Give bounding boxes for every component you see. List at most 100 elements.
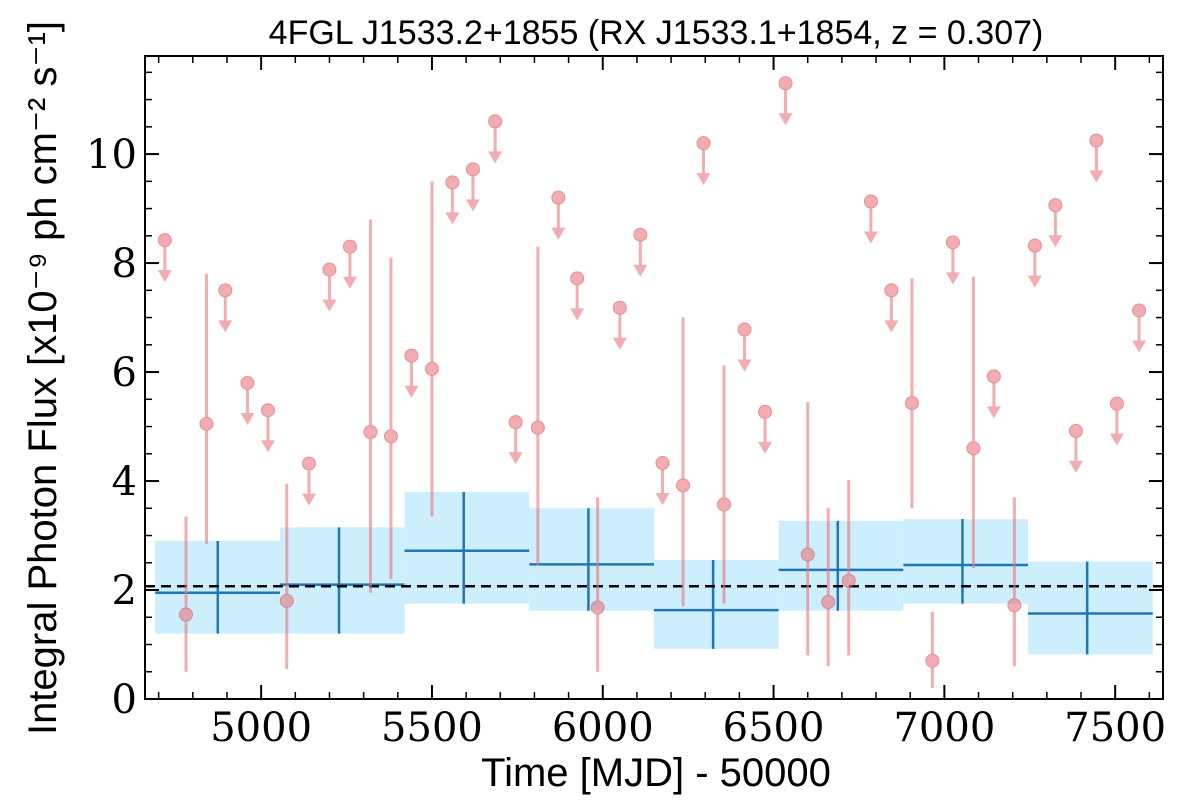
detection-point (925, 611, 940, 689)
upper-limit-point (945, 235, 960, 285)
upper-limit-arrowhead (1048, 235, 1063, 248)
upper-limit-marker (737, 322, 752, 337)
detection-marker (383, 429, 398, 444)
upper-limit-point (260, 403, 275, 453)
upper-limit-marker (1027, 238, 1042, 253)
bin-error-box (529, 508, 654, 611)
upper-limit-point (404, 348, 419, 398)
upper-limit-marker (1048, 198, 1063, 213)
upper-limit-marker (570, 271, 585, 286)
detection-point (363, 219, 378, 593)
upper-limit-arrowhead (884, 320, 899, 333)
detection-marker (800, 547, 815, 562)
upper-limit-point (342, 239, 357, 289)
plot-frame (144, 55, 1164, 700)
upper-limit-point (301, 456, 316, 506)
upper-limit-point (737, 322, 752, 372)
upper-limit-point (570, 271, 585, 321)
upper-limit-marker (1068, 423, 1083, 438)
upper-limit-arrowhead (1109, 433, 1124, 446)
upper-limit-marker (696, 136, 711, 151)
upper-limit-arrowhead (655, 493, 670, 506)
upper-limit-point (1109, 396, 1124, 446)
upper-limit-marker (445, 175, 460, 190)
upper-limit-point (240, 375, 255, 425)
detection-point (841, 479, 856, 656)
detection-point (904, 278, 919, 509)
x-axis-label: Time [MJD] - 50000 (481, 751, 831, 795)
upper-limit-marker (508, 415, 523, 430)
upper-limit-point (551, 190, 566, 240)
detection-marker (199, 416, 214, 431)
detection-marker (178, 607, 193, 622)
upper-limit-point (884, 283, 899, 333)
upper-limit-arrowhead (945, 272, 960, 285)
detection-marker (841, 573, 856, 588)
upper-limit-arrowhead (612, 337, 627, 350)
bin-error-box (279, 527, 405, 634)
upper-limit-point (1048, 198, 1063, 248)
upper-limit-marker (488, 114, 503, 129)
bin-point (778, 520, 904, 611)
bin-error-box (654, 560, 779, 649)
detection-point (383, 257, 398, 580)
upper-limit-arrowhead (157, 270, 172, 283)
upper-limit-arrowhead (1068, 460, 1083, 473)
detection-marker (904, 396, 919, 411)
upper-limit-marker (986, 369, 1001, 384)
binned-flux-layer (155, 491, 1153, 655)
y-axis-label: Integral Photon Flux [x10⁻⁹ ph cm⁻² s⁻¹] (21, 21, 65, 735)
upper-limit-arrowhead (240, 412, 255, 425)
upper-limit-marker (218, 283, 233, 298)
upper-limit-arrowhead (404, 385, 419, 398)
upper-limit-point (986, 369, 1001, 419)
upper-limit-arrowhead (301, 493, 316, 506)
upper-limit-arrowhead (218, 320, 233, 333)
upper-limit-arrowhead (737, 359, 752, 372)
detection-marker (279, 593, 294, 608)
bin-error-box (778, 520, 904, 611)
upper-limit-marker (322, 262, 337, 277)
upper-limit-arrowhead (260, 440, 275, 453)
detection-point (199, 273, 214, 544)
detection-point (424, 181, 439, 517)
upper-limit-arrowhead (863, 231, 878, 244)
upper-limit-marker (157, 233, 172, 248)
upper-limit-point (508, 415, 523, 465)
upper-limit-arrowhead (1089, 170, 1104, 183)
upper-limit-point (157, 233, 172, 283)
upper-limit-point (612, 300, 627, 350)
upper-limit-marker (260, 403, 275, 418)
upper-limit-arrowhead (551, 227, 566, 240)
upper-limit-point (863, 194, 878, 244)
y-tick-label: 0 (112, 677, 137, 723)
upper-limit-arrowhead (1132, 340, 1147, 353)
detection-marker (530, 420, 545, 435)
detection-marker (363, 424, 378, 439)
upper-limit-arrowhead (778, 113, 793, 126)
upper-limit-marker (945, 235, 960, 250)
detection-marker (717, 497, 732, 512)
upper-limit-point (1068, 423, 1083, 473)
detection-marker (821, 595, 836, 610)
upper-limit-point (758, 404, 773, 454)
upper-limit-arrowhead (986, 406, 1001, 419)
upper-limit-marker (1089, 133, 1104, 148)
upper-limit-marker (1132, 303, 1147, 318)
detection-point (800, 402, 815, 656)
upper-limit-point (1027, 238, 1042, 288)
upper-limit-marker (612, 300, 627, 315)
upper-limit-marker (863, 194, 878, 209)
x-tick-label: 6500 (723, 705, 825, 751)
detection-point (530, 246, 545, 566)
detection-point (676, 317, 691, 607)
upper-limit-arrowhead (322, 299, 337, 312)
detection-point (279, 483, 294, 670)
y-tick-label: 8 (112, 241, 137, 287)
upper-limit-point (655, 456, 670, 506)
y-tick-label: 2 (112, 568, 137, 614)
upper-limit-arrowhead (633, 264, 648, 277)
bin-point (279, 527, 405, 634)
bin-point (1028, 561, 1153, 655)
